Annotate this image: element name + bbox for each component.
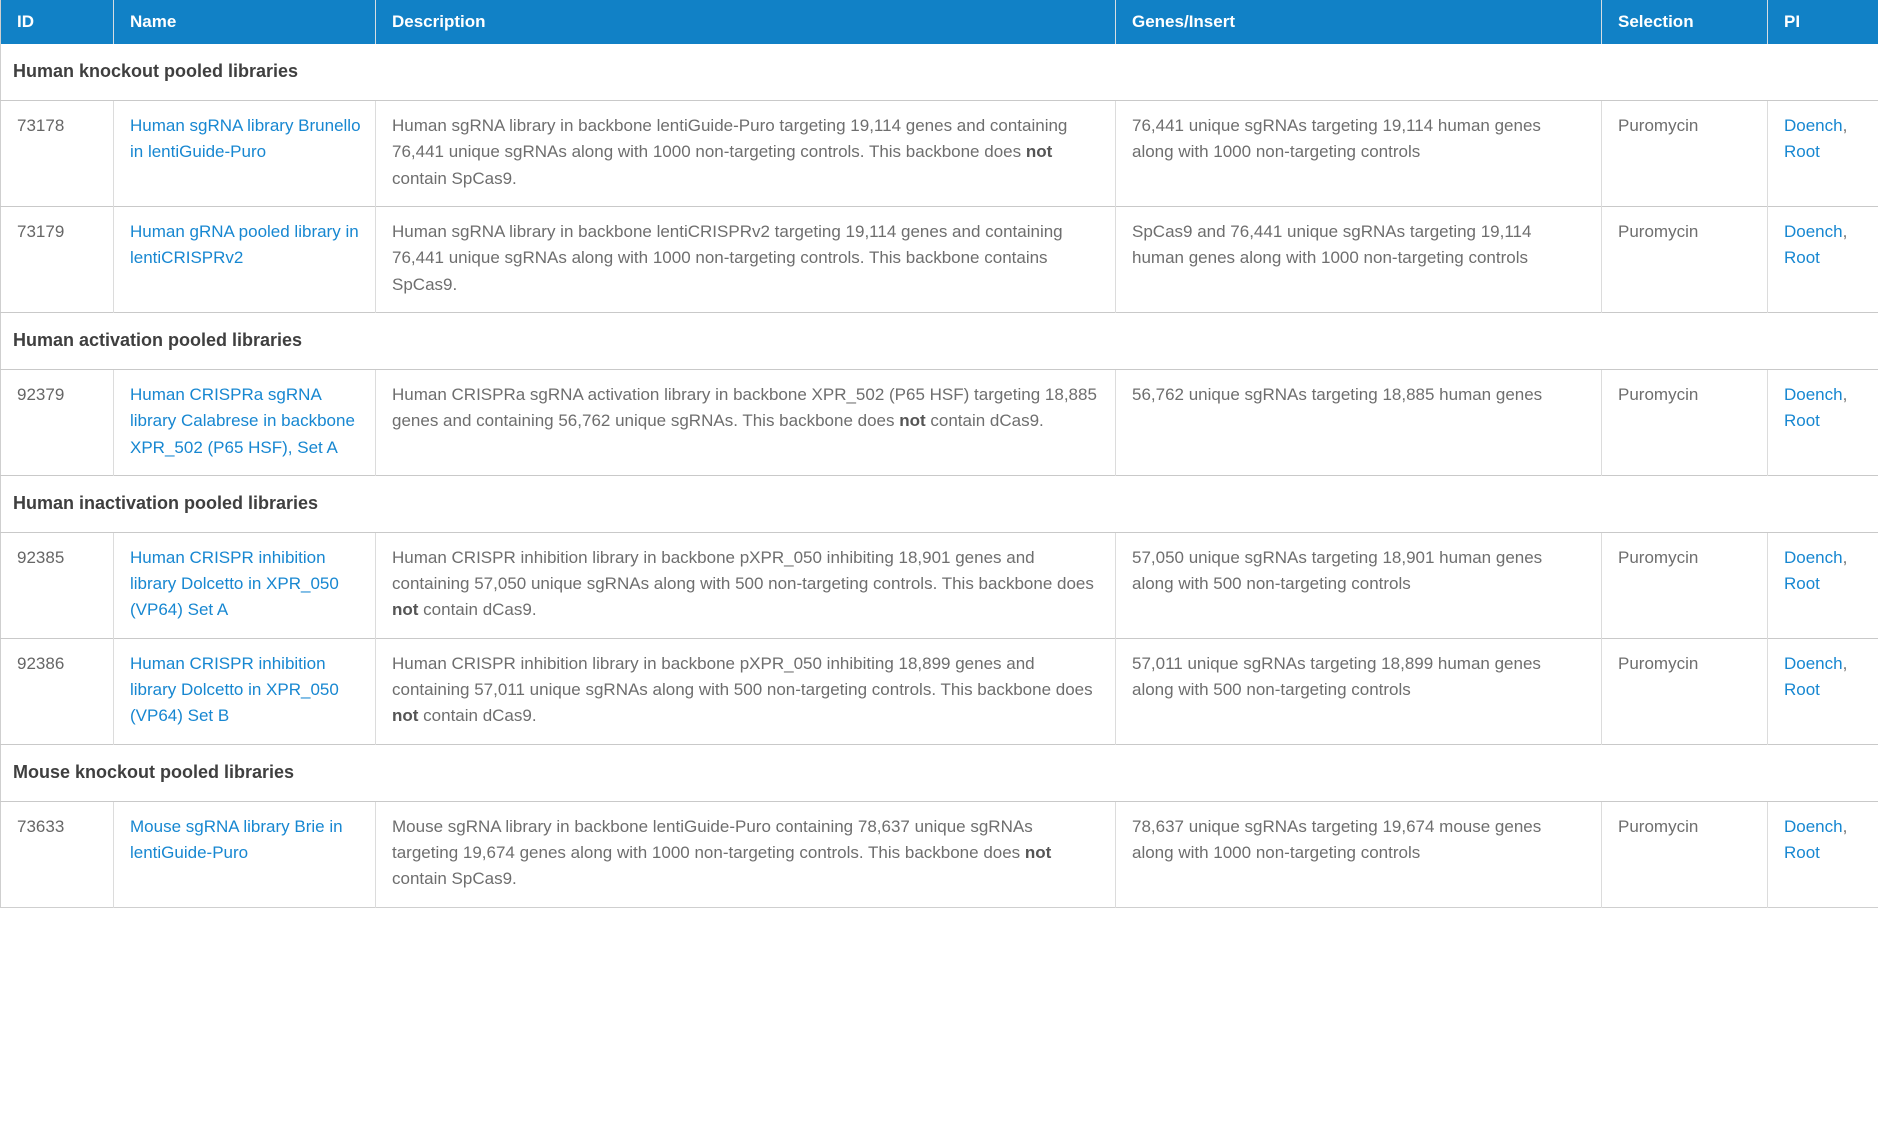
library-description: Human CRISPRa sgRNA activation library i…	[375, 368, 1116, 476]
library-name-link[interactable]: Human CRISPR inhibition library Dolcetto…	[130, 653, 339, 726]
pooled-libraries-table: ID Name Description Genes/Insert Selecti…	[0, 0, 1878, 908]
section-row-human-knockout: Human knockout pooled libraries	[0, 44, 1878, 101]
pi-link-doench[interactable]: Doench	[1784, 221, 1843, 241]
library-id: 92386	[0, 637, 114, 745]
pi-separator: ,	[1842, 816, 1848, 836]
genes-insert-text: 57,011 unique sgRNAs targeting 18,899 hu…	[1115, 637, 1602, 745]
description-text: Mouse sgRNA library in backbone lentiGui…	[392, 816, 1033, 863]
description-text-end: contain SpCas9.	[392, 168, 517, 188]
pi-link-root[interactable]: Root	[1784, 142, 1820, 162]
library-description: Human CRISPR inhibition library in backb…	[375, 637, 1116, 745]
description-bold-not: not	[392, 706, 419, 726]
section-heading: Human inactivation pooled libraries	[0, 474, 1878, 533]
pi-cell: Doench, Root	[1767, 531, 1878, 639]
table-row: 73179 Human gRNA pooled library in lenti…	[0, 205, 1878, 313]
library-id: 73633	[0, 800, 114, 908]
column-header-selection: Selection	[1601, 0, 1768, 44]
table-header: ID Name Description Genes/Insert Selecti…	[0, 0, 1878, 44]
genes-insert-text: 78,637 unique sgRNAs targeting 19,674 mo…	[1115, 800, 1602, 908]
pi-cell: Doench, Root	[1767, 99, 1878, 207]
library-description: Human sgRNA library in backbone lentiGui…	[375, 99, 1116, 207]
description-text: Human sgRNA library in backbone lentiGui…	[392, 115, 1068, 162]
pi-separator: ,	[1842, 653, 1848, 673]
library-name-link[interactable]: Human CRISPRa sgRNA library Calabrese in…	[130, 384, 355, 457]
table-row: 92385 Human CRISPR inhibition library Do…	[0, 531, 1878, 639]
library-id: 92385	[0, 531, 114, 639]
table-row: 92379 Human CRISPRa sgRNA library Calabr…	[0, 368, 1878, 476]
section-row-human-activation: Human activation pooled libraries	[0, 311, 1878, 370]
column-header-name: Name	[113, 0, 376, 44]
library-name-link[interactable]: Human sgRNA library Brunello in lentiGui…	[130, 115, 361, 162]
pi-link-root[interactable]: Root	[1784, 411, 1820, 431]
description-text-end: contain dCas9.	[925, 411, 1044, 431]
selection-text: Puromycin	[1601, 800, 1768, 908]
pi-link-doench[interactable]: Doench	[1784, 653, 1843, 673]
pi-link-root[interactable]: Root	[1784, 680, 1820, 700]
library-id: 73178	[0, 99, 114, 207]
selection-text: Puromycin	[1601, 531, 1768, 639]
column-header-description: Description	[375, 0, 1116, 44]
section-row-mouse-knockout: Mouse knockout pooled libraries	[0, 743, 1878, 802]
description-text: Human CRISPR inhibition library in backb…	[392, 547, 1094, 594]
description-bold-not: not	[1024, 843, 1052, 863]
library-name-link[interactable]: Human CRISPR inhibition library Dolcetto…	[130, 547, 339, 620]
pi-cell: Doench, Root	[1767, 800, 1878, 908]
selection-text: Puromycin	[1601, 99, 1768, 207]
pi-link-doench[interactable]: Doench	[1784, 384, 1843, 404]
pi-separator: ,	[1842, 547, 1848, 567]
pi-link-doench[interactable]: Doench	[1784, 547, 1843, 567]
description-bold-not: not	[392, 600, 419, 620]
pi-link-root[interactable]: Root	[1784, 574, 1820, 594]
pi-separator: ,	[1842, 115, 1848, 135]
section-heading: Human knockout pooled libraries	[0, 44, 1878, 101]
selection-text: Puromycin	[1601, 637, 1768, 745]
library-description: Human sgRNA library in backbone lentiCRI…	[375, 205, 1116, 313]
description-text: Human CRISPR inhibition library in backb…	[392, 653, 1093, 700]
table-row: 73178 Human sgRNA library Brunello in le…	[0, 99, 1878, 207]
pi-link-root[interactable]: Root	[1784, 843, 1820, 863]
selection-text: Puromycin	[1601, 368, 1768, 476]
library-id: 92379	[0, 368, 114, 476]
description-text-end: contain dCas9.	[418, 600, 537, 620]
genes-insert-text: 57,050 unique sgRNAs targeting 18,901 hu…	[1115, 531, 1602, 639]
pi-separator: ,	[1842, 384, 1848, 404]
column-header-genes-insert: Genes/Insert	[1115, 0, 1602, 44]
library-description: Mouse sgRNA library in backbone lentiGui…	[375, 800, 1116, 908]
description-text-end: contain dCas9.	[418, 706, 537, 726]
description-text-end: contain SpCas9.	[392, 869, 517, 889]
genes-insert-text: 76,441 unique sgRNAs targeting 19,114 hu…	[1115, 99, 1602, 207]
pi-link-doench[interactable]: Doench	[1784, 115, 1843, 135]
library-name-link[interactable]: Mouse sgRNA library Brie in lentiGuide-P…	[130, 816, 343, 863]
table-row: 92386 Human CRISPR inhibition library Do…	[0, 637, 1878, 745]
description-bold-not: not	[899, 411, 926, 431]
pi-cell: Doench, Root	[1767, 205, 1878, 313]
pi-cell: Doench, Root	[1767, 637, 1878, 745]
pi-link-doench[interactable]: Doench	[1784, 816, 1843, 836]
description-bold-not: not	[1025, 142, 1053, 162]
section-row-human-inactivation: Human inactivation pooled libraries	[0, 474, 1878, 533]
column-header-pi: PI	[1767, 0, 1878, 44]
table-row: 73633 Mouse sgRNA library Brie in lentiG…	[0, 800, 1878, 908]
pi-link-root[interactable]: Root	[1784, 248, 1820, 268]
description-text: Human CRISPRa sgRNA activation library i…	[392, 384, 1097, 431]
section-heading: Human activation pooled libraries	[0, 311, 1878, 370]
pi-separator: ,	[1842, 221, 1848, 241]
section-heading: Mouse knockout pooled libraries	[0, 743, 1878, 802]
library-id: 73179	[0, 205, 114, 313]
library-description: Human CRISPR inhibition library in backb…	[375, 531, 1116, 639]
header-row: ID Name Description Genes/Insert Selecti…	[0, 0, 1878, 44]
pooled-libraries-table-container: ID Name Description Genes/Insert Selecti…	[0, 0, 1878, 908]
selection-text: Puromycin	[1601, 205, 1768, 313]
pi-cell: Doench, Root	[1767, 368, 1878, 476]
genes-insert-text: 56,762 unique sgRNAs targeting 18,885 hu…	[1115, 368, 1602, 476]
genes-insert-text: SpCas9 and 76,441 unique sgRNAs targetin…	[1115, 205, 1602, 313]
column-header-id: ID	[0, 0, 114, 44]
library-name-link[interactable]: Human gRNA pooled library in lentiCRISPR…	[130, 221, 359, 268]
description-text: Human sgRNA library in backbone lentiCRI…	[392, 221, 1063, 294]
